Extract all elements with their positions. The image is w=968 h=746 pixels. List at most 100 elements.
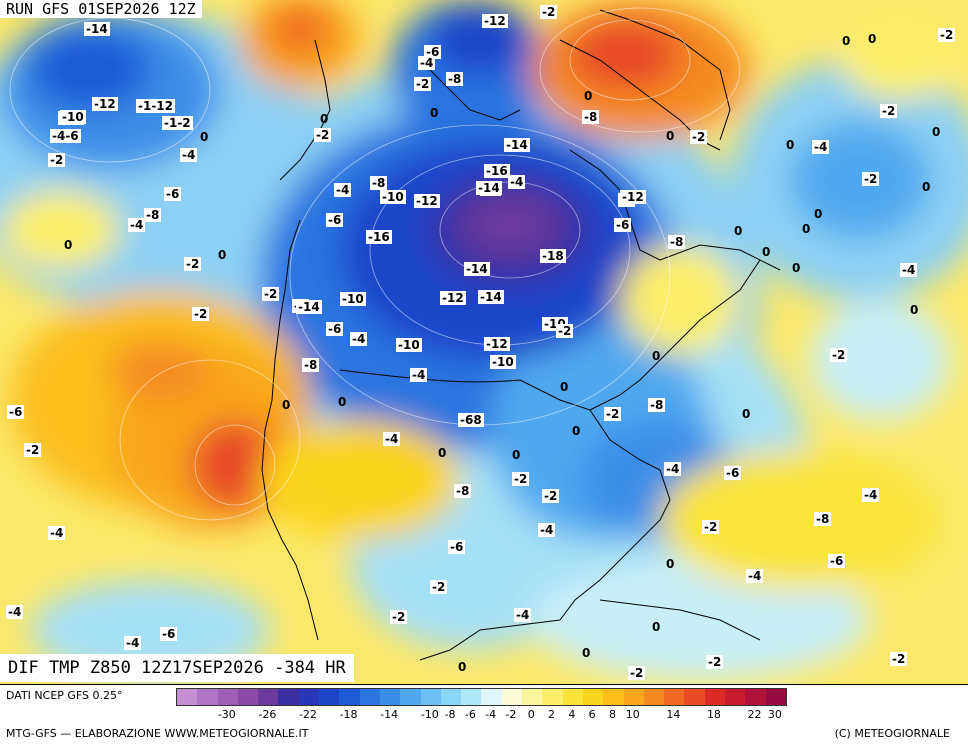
contour-label: -2: [880, 104, 898, 118]
contour-label: 0: [218, 248, 227, 262]
colorbar-swatch: [400, 689, 421, 705]
contour-label: -4: [180, 148, 198, 162]
contour-label: -2: [890, 652, 908, 666]
contour-label: -2: [430, 580, 448, 594]
contour-label: 0: [734, 224, 743, 238]
contour-label: -2: [690, 130, 708, 144]
colorbar-swatch: [704, 689, 726, 705]
contour-label: -1-2: [162, 116, 193, 130]
contour-label: -12: [92, 97, 118, 111]
colorbar-ticks: -30 -26 -22 -18 -14 -10 -8 -6 -4 -2 0 2 4 6 8 10 14 18 22 3…: [176, 708, 968, 722]
contour-label: -8: [648, 398, 666, 412]
colorbar-tick-label: -6: [464, 708, 476, 721]
colorbar-swatch: [501, 689, 523, 705]
colorbar-tick-label: -4: [485, 708, 497, 721]
colorbar-swatch: [440, 689, 462, 705]
colorbar-tick-label: -26: [258, 708, 277, 721]
contour-label: -2: [540, 5, 558, 19]
colorbar-swatch: [339, 689, 360, 705]
contour-label: -8: [814, 512, 832, 526]
map-footer: DATI NCEP GFS 0.25° -30 -26 -22 -18 -14 -10 -8…: [0, 684, 968, 746]
contour-label: -10: [60, 110, 86, 124]
contour-label: -2: [938, 28, 956, 42]
contour-label: -2: [604, 407, 622, 421]
contour-label: -4: [812, 140, 830, 154]
contour-label: -2: [556, 324, 574, 338]
contour-label: -12: [482, 14, 508, 28]
contour-label: -4: [514, 608, 532, 622]
colorbar-swatch: [542, 689, 563, 705]
contour-label: -10: [490, 355, 516, 369]
temperature-anomaly-map: -14-12-1-12-10-4-6-1-20-2-4-6-8-40-20-2-…: [0, 0, 968, 684]
contour-label: -6: [160, 627, 178, 641]
contour-label: -10: [380, 190, 406, 204]
contour-label: 0: [932, 125, 941, 139]
contour-lines: [9, 7, 741, 521]
colorbar-swatch: [177, 689, 198, 705]
contour-label: 0: [762, 245, 771, 259]
colorbar-tick-label: 2: [548, 708, 556, 721]
colorbar-tick-label: 10: [625, 708, 640, 721]
colorbar-swatch: [765, 689, 786, 705]
contour-label: -6: [614, 218, 632, 232]
colorbar-swatch: [319, 689, 340, 705]
contour-label: -10: [340, 292, 366, 306]
contour-label: 0: [652, 620, 661, 634]
contour-label: -6: [424, 45, 442, 59]
colorbar-tick-label: -22: [298, 708, 317, 721]
credit-right: (C) METEOGIORNALE: [834, 727, 950, 740]
contour-label: -2: [192, 307, 210, 321]
contour-label: -12: [440, 291, 466, 305]
contour-label: 0: [786, 138, 795, 152]
contour-label: -12: [620, 190, 646, 204]
data-source-label: DATI NCEP GFS 0.25°: [6, 689, 123, 702]
colorbar-swatch: [643, 689, 665, 705]
colorbar-tick-label: -10: [420, 708, 439, 721]
contour-label: 0: [842, 34, 851, 48]
contour-label: -2: [414, 77, 432, 91]
colorbar-tick-label: 18: [706, 708, 721, 721]
contour-label: -2: [512, 472, 530, 486]
colorbar-swatch: [745, 689, 766, 705]
anomaly-shading: [0, 0, 968, 680]
contour-label: 0: [584, 89, 593, 103]
contour-label: -2: [862, 172, 880, 186]
colorbar-tick-label: 0: [527, 708, 535, 721]
contour-label: 0: [282, 398, 291, 412]
contour-label: -2: [542, 489, 560, 503]
contour-label: 0: [200, 130, 209, 144]
contour-label: -4: [350, 332, 368, 346]
contour-label: -4: [538, 523, 556, 537]
contour-label: -2: [48, 153, 66, 167]
colorbar-tick-label: -2: [505, 708, 517, 721]
contour-label: 0: [910, 303, 919, 317]
anomaly-field: [0, 0, 968, 684]
colorbar-swatch: [481, 689, 502, 705]
contour-label: -14: [84, 22, 110, 36]
contour-label: 0: [64, 238, 73, 252]
colorbar-swatch: [298, 689, 320, 705]
contour-label: 0: [438, 446, 447, 460]
colorbar-tick-label: 4: [568, 708, 576, 721]
contour-label: -4: [383, 432, 401, 446]
contour-label: -6: [828, 554, 846, 568]
contour-label: -68: [458, 413, 484, 427]
contour-label: -12: [414, 194, 440, 208]
contour-label: -18: [540, 249, 566, 263]
contour-label: -1-12: [136, 99, 176, 113]
contour-label: -14: [476, 181, 502, 195]
contour-label: -8: [302, 358, 320, 372]
contour-label: -8: [446, 72, 464, 86]
contour-label: -2: [702, 520, 720, 534]
contour-label: 0: [582, 646, 591, 660]
contour-label: -4: [508, 175, 526, 189]
contour-label: 0: [560, 380, 569, 394]
contour-label: 0: [666, 129, 675, 143]
contour-label: -4: [334, 183, 352, 197]
contour-label: -4: [6, 605, 24, 619]
colorbar-tick-label: -14: [380, 708, 399, 721]
contour-label: -4: [664, 462, 682, 476]
contour-label: -14: [478, 290, 504, 304]
colorbar-swatch: [562, 689, 583, 705]
contour-label: -2: [262, 287, 280, 301]
